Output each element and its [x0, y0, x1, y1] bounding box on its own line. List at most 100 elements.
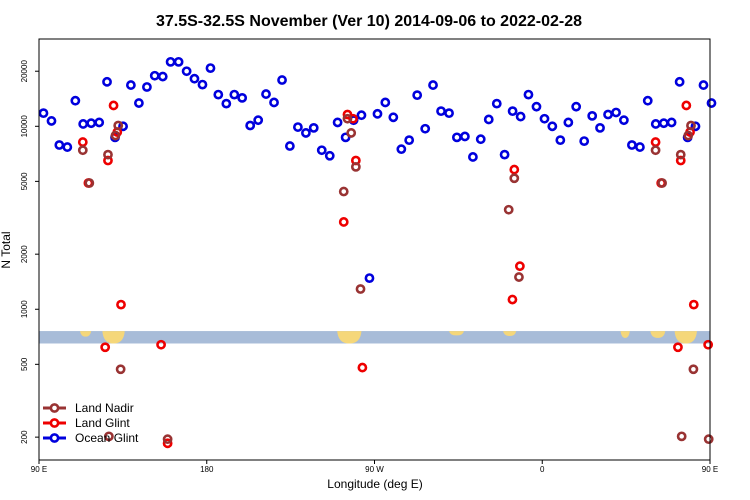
y-tick-label: 2000 [20, 245, 29, 263]
data-point [108, 100, 119, 111]
plot-points [38, 56, 717, 449]
data-point [355, 284, 366, 294]
data-point [301, 128, 311, 138]
map-land-shape [620, 331, 630, 338]
legend-marker [49, 403, 60, 413]
data-point [681, 100, 692, 111]
data-point [428, 80, 438, 90]
data-point [165, 56, 176, 67]
data-point [62, 142, 73, 152]
data-point [86, 118, 97, 129]
map-land-shape [337, 331, 362, 344]
data-point [205, 63, 216, 74]
data-point [706, 98, 717, 108]
y-tick-label: 1000 [20, 300, 29, 318]
data-point [372, 108, 383, 119]
y-axis: 200 500 1000 2000 5000 10000 20000 [20, 60, 39, 444]
data-point [690, 121, 701, 132]
data-point [162, 434, 173, 445]
legend-label: Ocean Glint [75, 431, 139, 445]
data-point [84, 178, 95, 188]
data-point [412, 90, 423, 101]
data-point [149, 70, 160, 81]
data-point [346, 128, 357, 138]
data-point [547, 121, 558, 132]
data-point [324, 150, 335, 161]
data-point [364, 273, 375, 284]
map-land-shape [80, 331, 92, 337]
data-point [459, 131, 470, 142]
data-point [181, 66, 192, 77]
data-point [579, 136, 590, 147]
data-point [686, 120, 696, 131]
data-point [173, 56, 184, 67]
data-point [103, 431, 114, 442]
data-point [284, 141, 295, 151]
data-point [499, 149, 510, 160]
map-strip [39, 331, 710, 344]
data-point [673, 342, 683, 353]
data-point [563, 117, 574, 128]
data-point [571, 101, 582, 112]
data-point [253, 115, 264, 126]
data-point [587, 110, 598, 121]
data-point [113, 120, 124, 131]
data-point [688, 299, 699, 310]
data-point [468, 152, 478, 162]
data-point [396, 144, 407, 155]
data-point [237, 92, 248, 103]
series-land-nadir [77, 113, 714, 445]
data-point [703, 339, 714, 350]
data-point [650, 137, 661, 147]
data-point [420, 123, 431, 134]
data-point [650, 145, 661, 156]
data-point [658, 118, 669, 129]
legend-marker [49, 418, 60, 428]
legend-marker [49, 433, 60, 443]
y-tick-label: 10000 [20, 115, 29, 138]
data-point [475, 134, 486, 145]
data-point [110, 130, 121, 141]
data-point [688, 364, 699, 375]
data-point [142, 82, 152, 92]
data-point [261, 89, 271, 99]
data-point [54, 140, 65, 150]
data-point [514, 261, 525, 272]
data-point [595, 123, 605, 133]
data-point [103, 155, 113, 166]
data-point [380, 97, 391, 108]
data-point [162, 438, 173, 449]
data-point [102, 76, 112, 87]
data-point [100, 342, 111, 353]
x-axis-label: Longitude (deg E) [327, 477, 422, 491]
data-point [134, 98, 144, 108]
y-tick-label: 500 [20, 357, 29, 371]
data-point [103, 149, 113, 160]
data-point [332, 117, 343, 128]
data-point [115, 364, 126, 375]
data-point [221, 98, 232, 109]
data-point [77, 145, 88, 156]
legend-label: Land Nadir [75, 401, 134, 415]
data-point [531, 101, 542, 112]
data-point [491, 98, 502, 109]
data-point [388, 112, 399, 123]
legend-label: Land Glint [75, 416, 130, 430]
data-point [316, 145, 327, 156]
data-point [523, 89, 534, 100]
data-point [308, 123, 319, 133]
data-point [703, 434, 714, 445]
data-point [213, 89, 224, 100]
y-tick-label: 20000 [20, 60, 29, 83]
data-point [451, 132, 462, 143]
data-point [125, 80, 136, 90]
data-point [348, 113, 358, 124]
data-point [503, 204, 514, 215]
x-tick-label: 180 [200, 465, 214, 474]
data-point [509, 164, 520, 175]
y-tick-label: 200 [20, 430, 29, 444]
data-point [618, 115, 629, 126]
data-point [156, 339, 166, 350]
